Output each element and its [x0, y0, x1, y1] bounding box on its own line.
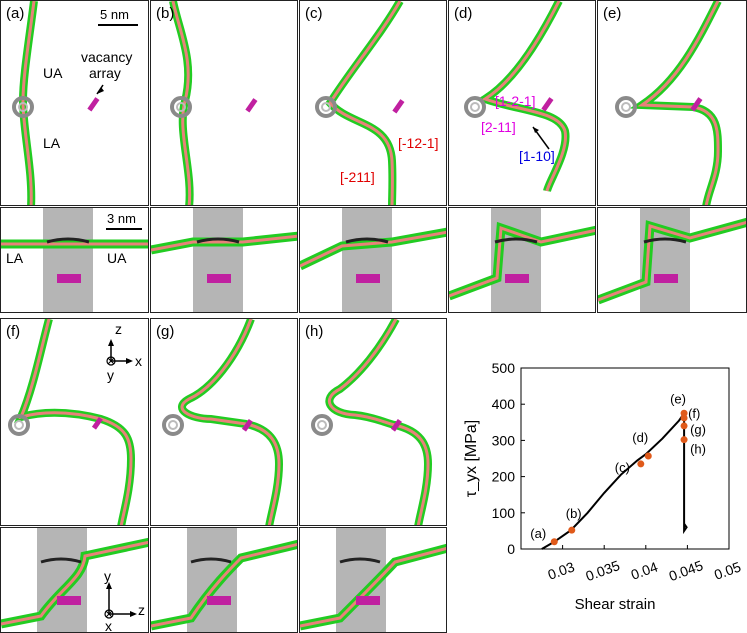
x-axis-label: Shear strain	[575, 596, 656, 613]
panel-b-image	[169, 1, 258, 205]
direction-label: [-211]	[340, 169, 375, 185]
panel-label: (e)	[603, 5, 622, 22]
upper-arm-label: UA	[43, 65, 63, 81]
x-tick-label: 0.035	[583, 557, 622, 584]
panel-h-image	[311, 319, 433, 525]
panel-g-bottom	[150, 527, 298, 633]
array-label: array	[89, 65, 121, 81]
direction-label: [-12-1]	[398, 135, 439, 151]
scale-bar	[106, 228, 142, 230]
scale-bar	[98, 24, 138, 26]
panel-d-image	[464, 1, 570, 193]
panel-b-top: (b)	[150, 0, 298, 206]
data-point-label: (e)	[670, 391, 686, 406]
data-point-label: (d)	[632, 430, 648, 445]
panel-g-top: (g)	[150, 318, 298, 526]
data-point-label: (g)	[690, 422, 706, 437]
data-point	[550, 538, 558, 546]
panel-label: (b)	[156, 5, 175, 22]
stress-curve	[541, 410, 688, 550]
panel-g-image	[162, 319, 284, 525]
data-point-label: (a)	[530, 526, 546, 541]
panel-g-side-image	[151, 528, 297, 632]
panel-label: (d)	[454, 5, 473, 22]
panel-d-side-image	[449, 208, 595, 312]
panel-f-bottom: y z x	[0, 527, 149, 633]
panel-label: (h)	[305, 323, 324, 340]
panel-d-top: (d) [1-2-1] [2-11] [1-10]	[448, 0, 596, 206]
data-point	[680, 422, 688, 430]
panel-f-top: (f) z x y	[0, 318, 149, 526]
axis-label-y: y	[104, 568, 111, 584]
direction-label: [1-2-1]	[495, 93, 536, 109]
data-point	[644, 452, 652, 460]
plot-frame	[520, 367, 730, 550]
y-tick-label: 500	[492, 360, 516, 376]
upper-arm-label: UA	[107, 250, 127, 266]
axis-label-x: x	[135, 353, 142, 369]
panel-c-image	[315, 1, 405, 205]
panel-h-side-image	[300, 528, 446, 632]
x-tick-label: 0.03	[546, 558, 577, 582]
x-tick-label: 0.04	[629, 558, 660, 582]
data-point-label: (c)	[615, 460, 630, 475]
panel-e-bottom	[597, 207, 747, 313]
panel-a-side-image	[1, 208, 148, 312]
panel-h-bottom	[299, 527, 447, 633]
axis-label-x: x	[105, 618, 112, 633]
data-point	[680, 414, 688, 422]
panel-b-side-image	[151, 208, 297, 312]
panel-e-side-image	[598, 208, 746, 312]
panel-a-bottom: 3 nm LA UA	[0, 207, 149, 313]
lower-arm-label: LA	[6, 250, 24, 266]
x-tick-label: 0.045	[667, 557, 706, 584]
data-point	[680, 436, 688, 444]
panel-b-bottom	[150, 207, 298, 313]
y-tick-label: 300	[492, 432, 516, 448]
axis-label-z: z	[138, 602, 145, 618]
scale-text: 3 nm	[107, 211, 136, 226]
panel-label: (f)	[6, 323, 21, 340]
y-tick-label: 400	[492, 396, 516, 412]
panel-f-side-image	[1, 528, 148, 632]
panel-a-image	[12, 1, 104, 205]
panel-c-side-image	[300, 208, 446, 312]
panel-label: (g)	[156, 323, 175, 340]
panel-f-image	[8, 319, 136, 525]
x-tick-label: 0.05	[712, 558, 743, 582]
panel-c-bottom	[299, 207, 447, 313]
stress-strain-chart: 0 100 200 300 400 500 0.03 0.035 0.04 0.045 0.05 Sh…	[463, 360, 743, 613]
data-point-label: (h)	[690, 442, 706, 457]
panel-h-top: (h)	[299, 318, 447, 526]
panel-e-top: (e)	[597, 0, 747, 206]
panel-a-top: (a) 5 nm UA LA vacancy array	[0, 0, 149, 206]
scale-text: 5 nm	[100, 7, 129, 22]
axis-label-z: z	[115, 321, 122, 337]
lower-arm-label: LA	[43, 135, 61, 151]
data-point	[637, 460, 645, 468]
panel-d-bottom	[448, 207, 596, 313]
data-point	[568, 526, 576, 534]
panel-c-top: (c) [-12-1] [-211]	[299, 0, 447, 206]
panel-label: (c)	[305, 5, 323, 22]
panel-label: (a)	[6, 5, 25, 22]
y-tick-label: 100	[492, 505, 516, 521]
direction-label: [1-10]	[519, 148, 555, 164]
data-point-label: (f)	[688, 406, 700, 421]
y-tick-label: 200	[492, 469, 516, 485]
vacancy-label: vacancy	[81, 49, 133, 65]
data-point-label: (b)	[566, 506, 582, 521]
y-axis-label: τ_yx [MPa]	[463, 420, 480, 497]
direction-label: [2-11]	[481, 119, 516, 135]
y-tick-label: 0	[507, 541, 515, 557]
panel-e-image	[615, 1, 723, 205]
axis-label-y: y	[107, 367, 114, 383]
